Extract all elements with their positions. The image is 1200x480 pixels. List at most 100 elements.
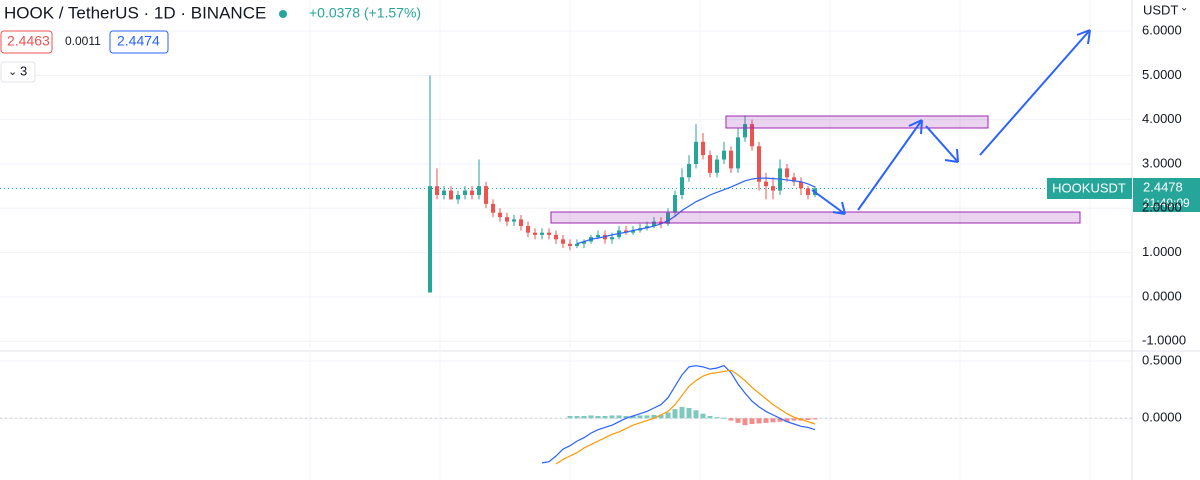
candle-body <box>792 177 796 182</box>
candle-body <box>596 234 600 238</box>
candle-body <box>456 195 460 200</box>
candle-body <box>680 177 684 195</box>
y-tick-label: 5.0000 <box>1142 67 1182 82</box>
candle-body <box>729 150 733 169</box>
spread: 0.0011 <box>65 34 101 48</box>
ask: 2.4474 <box>117 33 160 49</box>
macd-histogram <box>623 416 629 419</box>
macd-histogram <box>756 418 762 424</box>
macd-histogram <box>686 408 692 419</box>
bid-box <box>0 30 53 54</box>
macd-line <box>541 365 816 464</box>
last-price: 2.4478 <box>1143 179 1183 194</box>
candle-body <box>764 181 768 187</box>
candle-body <box>743 124 747 138</box>
candle-body <box>568 243 572 246</box>
candle-body <box>554 234 558 240</box>
candle-body <box>652 221 656 227</box>
signal-line <box>555 369 816 465</box>
currency[interactable]: USDT <box>1143 2 1178 17</box>
change: +0.0378 (+1.57%) <box>309 5 421 21</box>
macd-histogram <box>616 415 622 419</box>
macd-histogram <box>672 409 678 419</box>
macd-histogram <box>588 415 594 419</box>
arrow <box>979 29 1091 156</box>
macd-histogram <box>651 414 657 419</box>
y-tick-label: 0.0000 <box>1142 288 1182 303</box>
y-tick-label: 2.0000 <box>1142 200 1182 215</box>
grid <box>0 0 1132 480</box>
symbol-tag <box>1047 178 1132 199</box>
candle-body <box>561 239 565 244</box>
candle-body <box>785 168 789 178</box>
marks <box>428 75 818 465</box>
indicator-toggle[interactable] <box>0 61 36 83</box>
y-tick-label: 1.0000 <box>1142 244 1182 259</box>
title: HOOK / TetherUS · 1D · BINANCE <box>4 3 266 22</box>
macd-histogram <box>749 418 755 424</box>
macd-histogram <box>679 406 685 419</box>
macd-histogram <box>770 418 776 423</box>
macd-histogram <box>728 418 734 421</box>
candle-body <box>435 186 439 195</box>
bid: 2.4463 <box>7 33 50 49</box>
macd-histogram <box>693 410 699 419</box>
y-tick-label: -1.0000 <box>1142 333 1186 348</box>
macd-tick-label: 0.0000 <box>1142 410 1182 425</box>
resistance-zone <box>725 115 989 129</box>
projection-arrows <box>811 29 1091 215</box>
macd-histogram <box>637 415 643 419</box>
macd-histogram <box>805 418 811 420</box>
candle-body <box>799 181 803 189</box>
macd-histogram <box>658 414 664 419</box>
macd-tick-label: 0.5000 <box>1142 353 1182 368</box>
candle-body <box>491 203 495 213</box>
candle-body <box>484 186 488 204</box>
candle-body <box>624 230 628 233</box>
macd-histogram <box>735 418 741 423</box>
candle-body <box>540 232 544 235</box>
candle-body <box>722 150 726 160</box>
candle-body <box>526 226 530 233</box>
candle-body <box>575 243 579 246</box>
candle-body <box>673 195 677 213</box>
candle-body <box>694 141 698 164</box>
macd-histogram <box>700 413 706 419</box>
macd-histogram <box>777 418 783 422</box>
candle-body <box>687 163 691 178</box>
macd-histogram <box>742 418 748 426</box>
candle-body <box>701 141 705 156</box>
support-zone <box>550 211 1081 224</box>
arrow <box>857 119 923 211</box>
candle-body <box>449 190 453 200</box>
macd-histogram <box>567 416 573 419</box>
macd-histogram <box>707 416 713 419</box>
candle-body <box>771 186 775 191</box>
candle-body <box>715 159 719 173</box>
candle-body <box>428 186 432 293</box>
candle-body <box>512 219 516 222</box>
status-dot <box>279 10 287 18</box>
macd-histogram <box>602 416 608 419</box>
symbol: HOOKUSDT <box>1052 180 1126 195</box>
y-tick-label: 6.0000 <box>1142 22 1182 37</box>
arrow <box>925 125 959 163</box>
candle-body <box>519 219 523 227</box>
macd-histogram <box>665 412 671 419</box>
macd-histogram <box>763 418 769 423</box>
y-tick-label: 4.0000 <box>1142 111 1182 126</box>
candle-body <box>806 188 810 195</box>
macd-histogram <box>595 416 601 419</box>
candle-body <box>442 190 446 195</box>
candle-body <box>498 212 502 218</box>
candle-body <box>477 186 481 195</box>
price-tag <box>1133 178 1200 212</box>
countdown: 21:49:09 <box>1143 196 1190 210</box>
candle-body <box>757 146 761 182</box>
macd-histogram <box>791 418 797 421</box>
candle-body <box>631 230 635 233</box>
indicator-count: 3 <box>20 63 27 78</box>
arrow <box>811 189 846 215</box>
